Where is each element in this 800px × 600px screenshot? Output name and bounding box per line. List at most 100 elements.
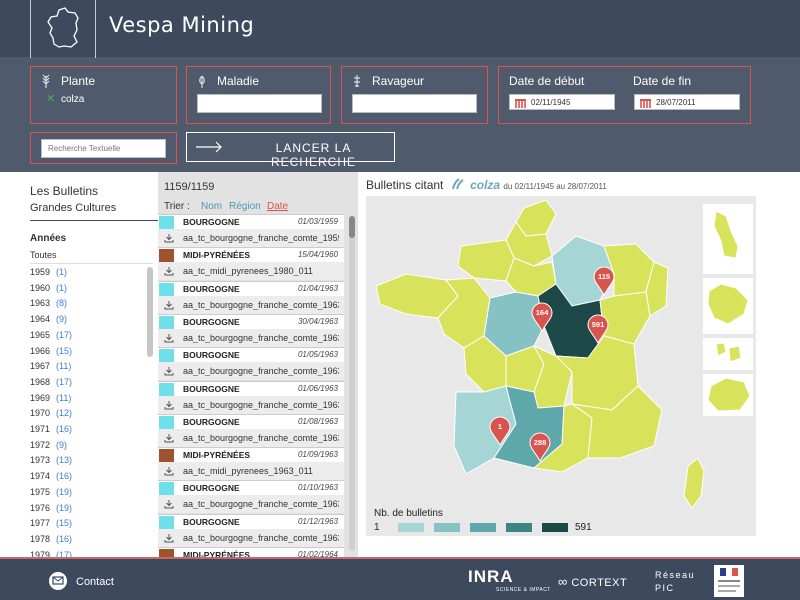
bulletin-item[interactable]: BOURGOGNE 01/05/1963 aa_tc_bourgogne_franc… bbox=[158, 347, 344, 381]
year-filter-item[interactable]: 1970 (12) bbox=[30, 408, 73, 419]
remove-chip-icon[interactable]: ✕ bbox=[46, 93, 56, 105]
region-mayotte[interactable] bbox=[715, 342, 742, 363]
bulletin-item[interactable]: BOURGOGNE 01/03/1959 aa_tc_bourgogne_franc… bbox=[158, 214, 344, 247]
france-choropleth-map[interactable] bbox=[366, 196, 756, 536]
bulletin-filename[interactable]: aa_tc_bourgogne_franche_comte_1963_012 bbox=[183, 532, 339, 543]
bulletin-file-row[interactable]: aa_tc_bourgogne_franche_comte_1963_007 bbox=[158, 395, 344, 414]
download-icon[interactable] bbox=[164, 266, 174, 276]
year-filter-item[interactable]: 1973 (13) bbox=[30, 455, 73, 466]
bulletin-filename[interactable]: aa_tc_midi_pyrenees_1980_011 bbox=[183, 266, 313, 277]
bulletin-file-row[interactable]: aa_tc_bourgogne_franche_comte_1963_005 bbox=[158, 328, 344, 347]
download-icon[interactable] bbox=[164, 400, 174, 410]
region-reunion[interactable] bbox=[707, 377, 751, 412]
bulletin-file-row[interactable]: aa_tc_bourgogne_franche_comte_1963_008 bbox=[158, 428, 344, 447]
bulletin-item[interactable]: BOURGOGNE 01/12/1963 aa_tc_bourgogne_franc… bbox=[158, 513, 344, 547]
region-corse[interactable] bbox=[683, 457, 705, 509]
bulletin-item[interactable]: MIDI-PYRÉNÉES 15/04/1960 aa_tc_midi_pyrene… bbox=[158, 247, 344, 281]
date-debut-input[interactable]: 02/11/1945 bbox=[509, 94, 615, 110]
bulletin-filename[interactable]: aa_tc_bourgogne_franche_comte_1963_010 bbox=[183, 499, 339, 510]
year-filter-item[interactable]: 1975 (19) bbox=[30, 486, 73, 497]
map-marker[interactable]: 591 bbox=[587, 314, 609, 345]
year-filter-item[interactable]: 1972 (9) bbox=[30, 439, 68, 450]
year-filter-item[interactable]: 1977 (15) bbox=[30, 518, 73, 529]
year-filter-item[interactable]: 1978 (16) bbox=[30, 533, 73, 544]
bulletin-item[interactable]: BOURGOGNE 01/04/1963 aa_tc_bourgogne_franc… bbox=[158, 280, 344, 314]
year-filter-item[interactable]: 1979 (17) bbox=[30, 549, 73, 557]
ravageur-input[interactable] bbox=[352, 94, 477, 113]
sort-by-region[interactable]: Région bbox=[229, 201, 261, 212]
contact-link[interactable]: Contact bbox=[76, 576, 114, 588]
download-icon[interactable] bbox=[164, 466, 174, 476]
bulletin-filename[interactable]: aa_tc_bourgogne_franche_comte_1963_007 bbox=[183, 399, 339, 410]
year-filter-item[interactable]: 1976 (19) bbox=[30, 502, 73, 513]
bulletin-file-row[interactable]: aa_tc_bourgogne_franche_comte_1959_003 bbox=[158, 229, 344, 247]
france-logo[interactable] bbox=[30, 0, 96, 58]
bulletin-filename[interactable]: aa_tc_bourgogne_franche_comte_1963_008 bbox=[183, 432, 339, 443]
launch-search-button[interactable]: LANCER LA RECHERCHE bbox=[186, 132, 395, 169]
date-fin-input[interactable]: 28/07/2011 bbox=[634, 94, 740, 110]
bulletin-item[interactable]: BOURGOGNE 01/08/1963 aa_tc_bourgogne_franc… bbox=[158, 413, 344, 447]
bulletin-filename[interactable]: aa_tc_bourgogne_franche_comte_1963_005 bbox=[183, 332, 339, 343]
map-marker[interactable]: 288 bbox=[529, 432, 551, 463]
bulletin-file-row[interactable]: aa_tc_bourgogne_franche_comte_1963_010 bbox=[158, 495, 344, 514]
years-scrollbar[interactable] bbox=[147, 267, 153, 357]
download-icon[interactable] bbox=[164, 233, 174, 243]
bulletin-filename[interactable]: aa_tc_bourgogne_franche_comte_1963_004 bbox=[183, 299, 339, 310]
download-icon[interactable] bbox=[164, 533, 174, 543]
bulletin-item[interactable]: MIDI-PYRÉNÉES01/02/1964aa_tc_midi_pyrene… bbox=[158, 547, 344, 557]
text-search-input[interactable] bbox=[41, 139, 166, 158]
year-filter-item[interactable]: 1967 (11) bbox=[30, 361, 72, 372]
year-filter-item[interactable]: 1963 (8) bbox=[30, 298, 68, 309]
region-paca[interactable] bbox=[571, 385, 663, 459]
bulletin-header: BOURGOGNE 01/04/1963 bbox=[158, 280, 344, 296]
year-filter-item[interactable]: 1960 (1) bbox=[30, 282, 68, 293]
bulletin-item[interactable]: MIDI-PYRÉNÉES 01/09/1963 aa_tc_midi_pyrene… bbox=[158, 447, 344, 481]
download-icon[interactable] bbox=[164, 433, 174, 443]
year-filter-item[interactable]: 1965 (17) bbox=[30, 329, 73, 340]
bulletin-file-row[interactable]: aa_tc_midi_pyrenees_1963_011 bbox=[158, 462, 344, 481]
map-marker[interactable]: 115 bbox=[593, 266, 615, 297]
download-icon[interactable] bbox=[164, 333, 174, 343]
cortext-logo[interactable]: ∞ CORTEXT bbox=[558, 574, 628, 589]
sort-by-date[interactable]: Date bbox=[267, 201, 289, 212]
download-icon[interactable] bbox=[164, 366, 174, 376]
bulletin-item[interactable]: BOURGOGNE 01/10/1963 aa_tc_bourgogne_franc… bbox=[158, 480, 344, 514]
year-filter-all[interactable]: Toutes bbox=[30, 250, 57, 260]
list-scroll-track[interactable] bbox=[349, 216, 355, 551]
year-filter-item[interactable]: 1968 (17) bbox=[30, 376, 73, 387]
year-filter-item[interactable]: 1959 (1) bbox=[30, 267, 68, 277]
map-marker[interactable]: 1 bbox=[489, 416, 511, 447]
download-icon[interactable] bbox=[164, 300, 174, 310]
map-marker[interactable]: 164 bbox=[531, 302, 553, 333]
year-filter-item[interactable]: 1966 (15) bbox=[30, 345, 73, 356]
bulletin-file-row[interactable]: aa_tc_bourgogne_franche_comte_1963_012 bbox=[158, 528, 344, 547]
map-canvas[interactable]: 115 164 591 1 288 bbox=[366, 196, 756, 536]
bulletin-list: BOURGOGNE 01/03/1959 aa_tc_bourgogne_franc… bbox=[158, 214, 348, 557]
bulletin-file-row[interactable]: aa_tc_bourgogne_franche_comte_1963_004 bbox=[158, 295, 344, 314]
reseau-pic-logo[interactable]: Réseau PIC bbox=[655, 570, 696, 593]
bulletins-subtitle[interactable]: Grandes Cultures bbox=[30, 202, 117, 214]
region-normandie[interactable] bbox=[457, 239, 515, 282]
bulletin-item[interactable]: BOURGOGNE 01/06/1963 aa_tc_bourgogne_franc… bbox=[158, 380, 344, 414]
bulletin-file-row[interactable]: aa_tc_midi_pyrenees_1980_011 bbox=[158, 262, 344, 281]
ministry-logo[interactable] bbox=[714, 565, 744, 597]
bulletin-item[interactable]: BOURGOGNE 30/04/1963 aa_tc_bourgogne_franc… bbox=[158, 313, 344, 347]
maladie-input[interactable] bbox=[197, 94, 322, 113]
region-guadeloupe[interactable] bbox=[707, 283, 749, 325]
sort-by-name[interactable]: Nom bbox=[201, 201, 223, 212]
bulletin-filename[interactable]: aa_tc_midi_pyrenees_1963_011 bbox=[183, 466, 313, 477]
download-icon[interactable] bbox=[164, 499, 174, 509]
region-alsace[interactable] bbox=[645, 261, 669, 317]
year-filter-item[interactable]: 1974 (16) bbox=[30, 471, 73, 482]
year-filter-item[interactable]: 1969 (11) bbox=[30, 392, 72, 403]
inra-logo[interactable]: INRA SCIENCE & IMPACT bbox=[468, 567, 551, 593]
chat-icon[interactable] bbox=[49, 572, 67, 590]
year-filter-item[interactable]: 1971 (16) bbox=[30, 424, 73, 434]
year-filter-item[interactable]: 1964 (9) bbox=[30, 314, 68, 325]
bulletin-filename[interactable]: aa_tc_bourgogne_franche_comte_1959_003 bbox=[183, 233, 339, 243]
list-scrollbar[interactable] bbox=[349, 216, 355, 238]
bulletin-file-row[interactable]: aa_tc_bourgogne_franche_comte_1963_006 bbox=[158, 362, 344, 381]
bulletin-region: BOURGOGNE bbox=[183, 516, 240, 527]
region-martinique[interactable] bbox=[713, 210, 739, 259]
bulletin-filename[interactable]: aa_tc_bourgogne_franche_comte_1963_006 bbox=[183, 366, 339, 377]
